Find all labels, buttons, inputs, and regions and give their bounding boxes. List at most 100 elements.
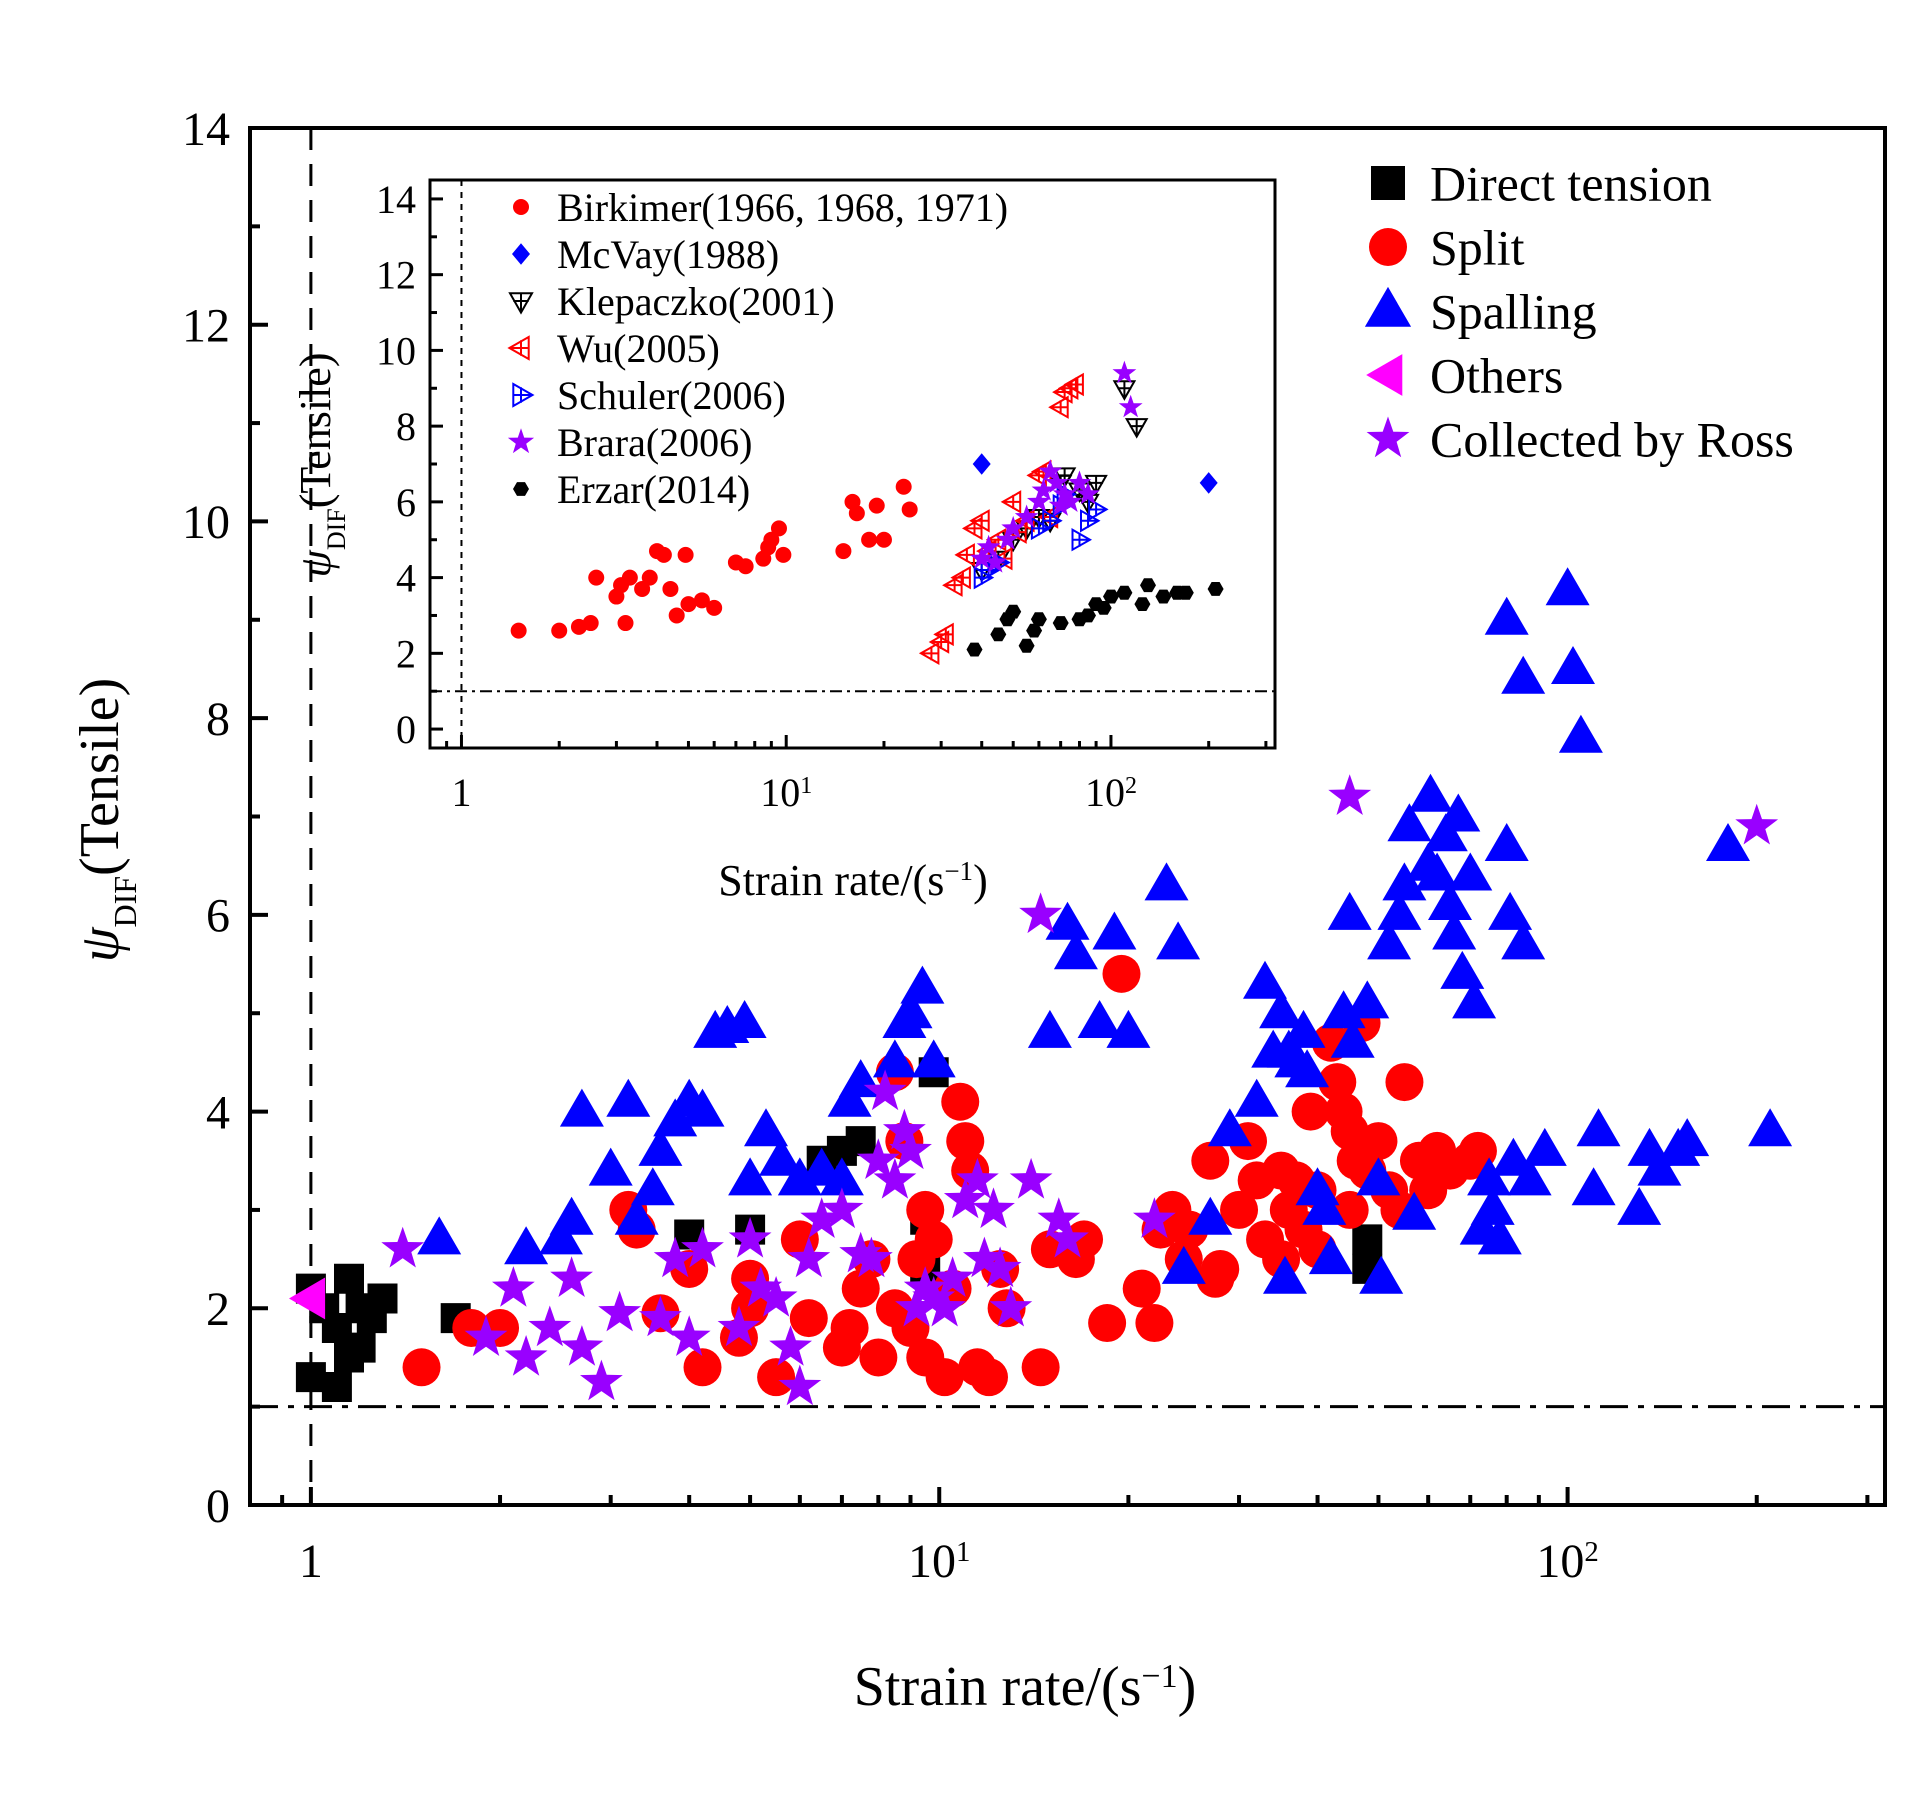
inset-y-axis-label: ψDIF(Tensile) [291, 353, 351, 578]
main-point [1046, 1216, 1089, 1258]
main-point [1156, 921, 1201, 960]
inset-legend-label: Wu(2005) [557, 326, 720, 371]
inset-point [510, 622, 527, 639]
main-x-axis-label: Strain rate/(s−1) [854, 1656, 1197, 1718]
main-point [1522, 1127, 1567, 1166]
inset-point [693, 592, 710, 609]
inset-point [641, 569, 658, 586]
inset-point [677, 546, 694, 563]
main-y-tick-label: 10 [182, 496, 230, 549]
main-point [956, 1157, 999, 1199]
inset-point [775, 546, 792, 563]
main-point [903, 1266, 947, 1307]
inset-legend-marker [507, 428, 535, 454]
main-point [883, 1108, 926, 1150]
main-point [1484, 596, 1529, 635]
inset-point [1048, 493, 1073, 516]
main-point [1053, 931, 1098, 970]
main-point [925, 1358, 964, 1397]
main-point [717, 1305, 761, 1347]
main-point [464, 1315, 508, 1356]
inset-point [1080, 608, 1096, 623]
main-x-tick-label: 102 [1536, 1535, 1598, 1588]
inset-point [835, 543, 852, 560]
main-point [963, 1236, 1006, 1278]
main-point [1191, 1141, 1230, 1180]
main-point [1387, 803, 1432, 842]
inset-point [617, 615, 634, 632]
main-point [1484, 823, 1529, 861]
main-y-tick-labels: 0 2 4 6 8 10 12 14 [182, 103, 230, 1533]
inset-point [950, 565, 971, 590]
main-point [1359, 1122, 1398, 1161]
inset-point [901, 501, 918, 518]
inset-point [1207, 582, 1224, 596]
main-point [789, 1299, 828, 1338]
main-point [1161, 1245, 1206, 1284]
main-point [1262, 1151, 1301, 1190]
main-point [769, 1325, 812, 1366]
main-point [941, 1082, 980, 1121]
inset-point [1124, 418, 1149, 439]
inset-point [1027, 489, 1051, 512]
inset-legend-item-erzar-2014: Erzar(2014) [513, 467, 750, 512]
inset-point [737, 558, 754, 575]
main-point [778, 1364, 822, 1406]
main-y-tick-label: 12 [182, 300, 230, 353]
inset-point [895, 478, 912, 495]
main-point [321, 1372, 352, 1402]
inset-point [1103, 589, 1119, 604]
inset-legend-item-schuler-2006: Schuler(2006) [512, 373, 786, 418]
main-point [754, 1276, 798, 1317]
main-point [1448, 852, 1493, 891]
main-point [777, 1157, 822, 1196]
inset-point [1001, 515, 1026, 539]
main-point [1385, 1063, 1424, 1102]
inset-point [875, 531, 892, 548]
inset-y-tick-label: 0 [396, 707, 416, 752]
inset-y-tick-label: 6 [396, 480, 416, 525]
main-point [1551, 646, 1595, 684]
main-point [1735, 803, 1779, 845]
main-point [1302, 1186, 1347, 1225]
main-legend: Direct tension Split Spalling Others Collect… [1364, 156, 1794, 468]
main-point [1133, 1197, 1176, 1238]
main-point [728, 1216, 772, 1258]
inset-point [933, 622, 954, 647]
inset-background [430, 180, 1275, 748]
inset-y-tick-label: 10 [376, 328, 416, 373]
main-point [289, 1277, 326, 1320]
main-point [1617, 1186, 1662, 1225]
inset-point [1014, 504, 1039, 528]
inset-legend-label: Schuler(2006) [557, 373, 786, 418]
inset-point [1118, 394, 1143, 418]
inset-point [1000, 490, 1022, 514]
main-point [1077, 1000, 1122, 1038]
inset-y-tick-labels: 0 2 4 6 8 10 12 14 [376, 177, 416, 752]
main-point [1408, 773, 1453, 812]
main-legend-label: Split [1430, 220, 1525, 276]
main-point [856, 1138, 900, 1179]
main-point [639, 1295, 682, 1337]
inset-point [1052, 616, 1069, 630]
main-legend-marker [1366, 354, 1403, 396]
main-y-tick-label: 4 [206, 1086, 230, 1139]
inset-point [1071, 527, 1093, 552]
main-point [1545, 567, 1590, 606]
inset-point [1042, 509, 1063, 533]
main-point [295, 1362, 326, 1393]
main-point [606, 1078, 651, 1117]
main-point [1637, 1147, 1682, 1186]
main-point [345, 1332, 376, 1363]
main-point [1327, 891, 1372, 930]
main-point [1328, 774, 1372, 815]
inset-point [848, 505, 865, 522]
main-legend-item-split: Split [1369, 220, 1525, 276]
inset-point [1095, 601, 1112, 615]
main-point [381, 1226, 425, 1268]
inset-point [662, 580, 679, 597]
main-point [722, 1000, 767, 1038]
inset-point [969, 546, 994, 569]
